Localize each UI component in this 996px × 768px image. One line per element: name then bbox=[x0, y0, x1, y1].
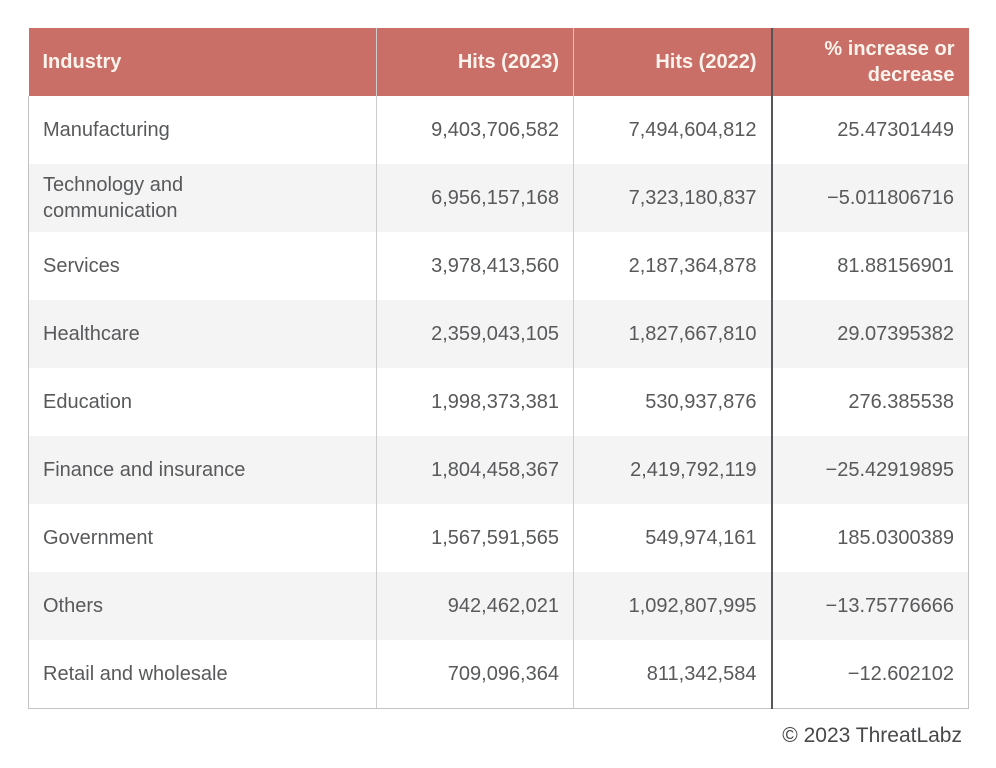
hits-2023-cell: 6,956,157,168 bbox=[376, 164, 574, 232]
table-row: Healthcare 2,359,043,105 1,827,667,810 29.0… bbox=[28, 300, 969, 368]
cell-text: Government bbox=[43, 526, 154, 549]
cell-text: Manufacturing bbox=[43, 118, 170, 141]
percent-change-cell: 25.47301449 bbox=[770, 96, 969, 164]
table-row: Services 3,978,413,560 2,187,364,878 81.881… bbox=[28, 232, 969, 300]
cell-text: 81.88156901 bbox=[837, 254, 954, 277]
industry-cell: Healthcare bbox=[28, 300, 377, 368]
header-row: Industry Hits (2023) Hits (2022) % incre… bbox=[28, 28, 969, 96]
cell-text: Finance and insurance bbox=[43, 458, 246, 481]
hits-2022-cell: 7,494,604,812 bbox=[573, 96, 772, 164]
industry-hits-table-container: Industry Hits (2023) Hits (2022) % incre… bbox=[28, 28, 969, 709]
percent-change-cell: −13.75776666 bbox=[770, 572, 969, 640]
hits-2022-cell: 1,827,667,810 bbox=[573, 300, 772, 368]
cell-text: Retail and wholesale bbox=[43, 662, 228, 685]
hits-2023-cell: 709,096,364 bbox=[376, 640, 574, 709]
hits-2022-cell: 1,092,807,995 bbox=[573, 572, 772, 640]
cell-text: Services bbox=[43, 254, 120, 277]
table-row: Education 1,998,373,381 530,937,876 276.385… bbox=[28, 368, 969, 436]
cell-text: −12.602102 bbox=[847, 662, 954, 685]
industry-hits-table: Industry Hits (2023) Hits (2022) % incre… bbox=[28, 28, 969, 709]
column-header-percent-change: % increase or decrease bbox=[770, 28, 969, 96]
hits-2023-cell: 1,998,373,381 bbox=[376, 368, 574, 436]
percent-change-cell: 81.88156901 bbox=[770, 232, 969, 300]
cell-text: 2,419,792,119 bbox=[630, 458, 757, 481]
cell-text: Healthcare bbox=[43, 322, 140, 345]
cell-text: 942,462,021 bbox=[447, 594, 559, 617]
column-header-industry: Industry bbox=[28, 28, 377, 96]
cell-text: 1,092,807,995 bbox=[628, 594, 757, 617]
cell-text: 709,096,364 bbox=[447, 662, 559, 685]
table-header: Industry Hits (2023) Hits (2022) % incre… bbox=[28, 28, 969, 96]
hits-2023-cell: 1,804,458,367 bbox=[376, 436, 574, 504]
cell-text: 29.07395382 bbox=[837, 322, 954, 345]
cell-text: 9,403,706,582 bbox=[431, 118, 559, 141]
cell-text: 1,804,458,367 bbox=[431, 458, 559, 481]
table-row: Manufacturing 9,403,706,582 7,494,604,812 2… bbox=[28, 96, 969, 164]
percent-change-cell: −25.42919895 bbox=[770, 436, 969, 504]
cell-text: Education bbox=[43, 390, 132, 413]
industry-cell: Education bbox=[28, 368, 377, 436]
hits-2022-cell: 549,974,161 bbox=[573, 504, 772, 572]
cell-text: 25.47301449 bbox=[837, 118, 954, 141]
hits-2023-cell: 9,403,706,582 bbox=[376, 96, 574, 164]
cell-text: 3,978,413,560 bbox=[431, 254, 559, 277]
industry-cell: Government bbox=[28, 504, 377, 572]
cell-text: 1,998,373,381 bbox=[431, 390, 559, 413]
industry-cell: Finance and insurance bbox=[28, 436, 377, 504]
table-row: Others 942,462,021 1,092,807,995 −13.757766… bbox=[28, 572, 969, 640]
industry-cell: Others bbox=[28, 572, 377, 640]
hits-2022-cell: 530,937,876 bbox=[573, 368, 772, 436]
cell-text: Technology and communication bbox=[43, 173, 184, 222]
industry-cell: Services bbox=[28, 232, 377, 300]
hits-2022-cell: 2,419,792,119 bbox=[573, 436, 772, 504]
cell-text: 1,827,667,810 bbox=[628, 322, 757, 345]
cell-text: 530,937,876 bbox=[645, 390, 757, 413]
percent-change-cell: 276.385538 bbox=[770, 368, 969, 436]
cell-text: −13.75776666 bbox=[825, 594, 954, 617]
copyright-text: © 2023 ThreatLabz bbox=[782, 724, 962, 747]
table-row: Government 1,567,591,565 549,974,161 185.03… bbox=[28, 504, 969, 572]
hits-2023-cell: 2,359,043,105 bbox=[376, 300, 574, 368]
cell-text: 7,494,604,812 bbox=[628, 118, 757, 141]
table-row: Technology and communication 6,956,157,16… bbox=[28, 164, 969, 232]
hits-2023-cell: 1,567,591,565 bbox=[376, 504, 574, 572]
column-header-hits-2023: Hits (2023) bbox=[376, 28, 574, 96]
cell-text: 811,342,584 bbox=[646, 662, 757, 685]
hits-2022-cell: 811,342,584 bbox=[573, 640, 772, 709]
cell-text: Others bbox=[43, 594, 104, 617]
percent-change-cell: 185.0300389 bbox=[770, 504, 969, 572]
cell-text: 2,187,364,878 bbox=[628, 254, 757, 277]
industry-cell: Retail and wholesale bbox=[28, 640, 377, 709]
percent-change-cell: −12.602102 bbox=[770, 640, 969, 709]
cell-text: 276.385538 bbox=[848, 390, 954, 413]
industry-cell: Technology and communication bbox=[28, 164, 377, 232]
percent-change-cell: −5.011806716 bbox=[770, 164, 969, 232]
hits-2023-cell: 3,978,413,560 bbox=[376, 232, 574, 300]
hits-2022-cell: 2,187,364,878 bbox=[573, 232, 772, 300]
industry-cell: Manufacturing bbox=[28, 96, 377, 164]
hits-2023-cell: 942,462,021 bbox=[376, 572, 574, 640]
cell-text: 549,974,161 bbox=[645, 526, 757, 549]
hits-2022-cell: 7,323,180,837 bbox=[573, 164, 772, 232]
cell-text: −25.42919895 bbox=[825, 458, 954, 481]
cell-text: 185.0300389 bbox=[837, 526, 954, 549]
table-row: Finance and insurance 1,804,458,367 2,419,… bbox=[28, 436, 969, 504]
cell-text: 1,567,591,565 bbox=[431, 526, 559, 549]
cell-text: −5.011806716 bbox=[827, 186, 954, 209]
cell-text: 2,359,043,105 bbox=[431, 322, 559, 345]
column-header-hits-2022: Hits (2022) bbox=[573, 28, 772, 96]
percent-change-cell: 29.07395382 bbox=[770, 300, 969, 368]
table-body: Manufacturing 9,403,706,582 7,494,604,812 2… bbox=[28, 96, 969, 709]
table-row: Retail and wholesale 709,096,364 811,342,5… bbox=[28, 640, 969, 709]
cell-text: 6,956,157,168 bbox=[431, 186, 559, 209]
cell-text: 7,323,180,837 bbox=[628, 186, 757, 209]
